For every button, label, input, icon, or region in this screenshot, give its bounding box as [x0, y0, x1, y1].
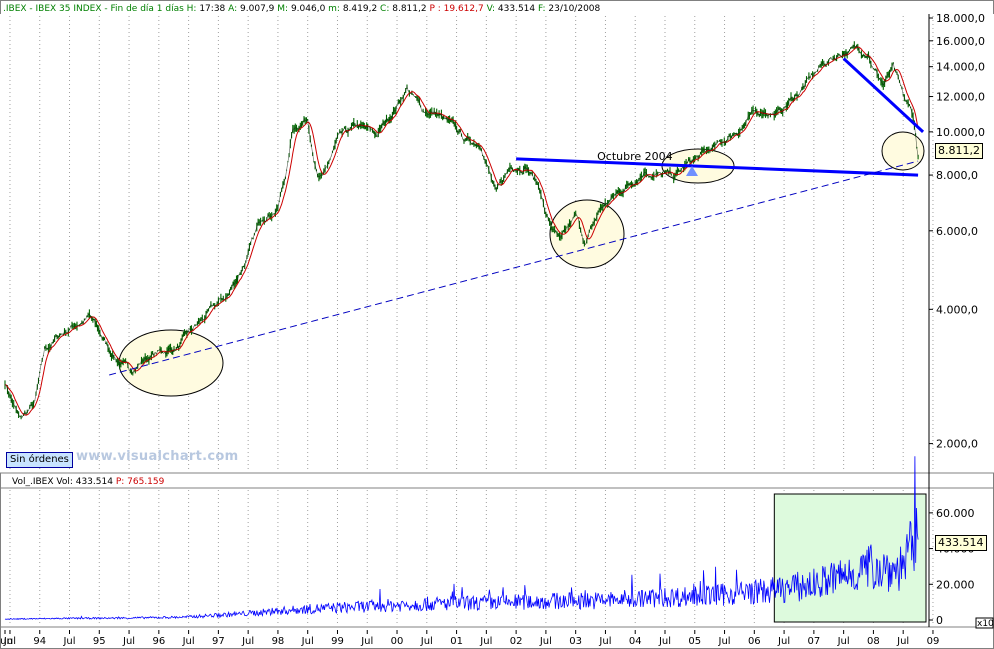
- y-tick-label: 10.000,0: [936, 126, 985, 139]
- x-tick-label: Jul: [301, 636, 314, 647]
- volume-tick-label: 0: [936, 614, 943, 627]
- x-tick-label: 02: [510, 636, 523, 647]
- annotation-ellipse: [881, 131, 925, 171]
- last-price-label: 8.811,2: [935, 143, 983, 159]
- resistance-trendline: [516, 157, 919, 177]
- volume-highlight-box: [773, 493, 927, 623]
- x-tick-label: 08: [867, 636, 880, 647]
- x-tick-label: Jul: [241, 636, 254, 647]
- y-tick-label: 4.000,0: [936, 303, 978, 316]
- volume-tick-label: 20.000: [936, 578, 975, 591]
- x-tick-label: 01: [450, 636, 463, 647]
- volume-tick-label: 60.000: [936, 507, 975, 520]
- volume-header: Vol_.IBEX Vol: 433.514 P: 765.159: [12, 477, 165, 487]
- x-tick-label: 99: [331, 636, 344, 647]
- x-tick-label: 03: [569, 636, 582, 647]
- x-tick-label: 05: [688, 636, 701, 647]
- x-tick-label: Jul: [420, 636, 433, 647]
- y-tick-label: 14.000,0: [936, 61, 985, 74]
- y-tick-label: 6.000,0: [936, 225, 978, 238]
- x-tick-label: 96: [152, 636, 165, 647]
- multiplier-box: [975, 617, 994, 629]
- x-tick-label: Jul: [777, 636, 790, 647]
- annotation-ellipse: [118, 329, 224, 397]
- x-tick-label: 07: [807, 636, 820, 647]
- annotation-ellipse: [549, 199, 625, 269]
- price-close-line: [4, 44, 919, 418]
- x-tick-label: Jul: [3, 636, 16, 647]
- watermark: www.visualchart.com: [76, 449, 239, 464]
- x-tick-label: Jul: [598, 636, 611, 647]
- x-tick-label: 09: [927, 636, 940, 647]
- chart-header: .IBEX - IBEX 35 INDEX - Fin de día 1 día…: [3, 4, 601, 14]
- x-tick-label: Jul: [837, 636, 850, 647]
- x-tick-label: Jun: [0, 636, 13, 647]
- x-tick-label: 04: [629, 636, 642, 647]
- price-panel-bg: [0, 14, 994, 473]
- y-tick-label: 2.000,0: [936, 438, 978, 451]
- x-tick-label: 95: [93, 636, 106, 647]
- y-tick-label: 12.000,0: [936, 91, 985, 104]
- annotation-octubre-2004: Octubre 2004: [597, 150, 673, 163]
- multiplier-label: x10: [977, 619, 994, 629]
- x-tick-label: 97: [212, 636, 225, 647]
- volume-line: [4, 456, 919, 620]
- support-trendline: [109, 160, 919, 376]
- x-tick-label: Jul: [122, 636, 135, 647]
- x-tick-label: 00: [391, 636, 404, 647]
- y-tick-label: 18.000,0: [936, 12, 985, 25]
- resistance-trendline: [842, 57, 925, 133]
- y-tick-label: 8.000,0: [936, 169, 978, 182]
- x-tick-label: Jul: [718, 636, 731, 647]
- x-tick-label: Jul: [182, 636, 195, 647]
- x-tick-label: 94: [33, 636, 46, 647]
- x-tick-label: 06: [748, 636, 761, 647]
- moving-average-line: [4, 46, 919, 416]
- x-tick-label: 98: [272, 636, 285, 647]
- x-tick-label: Jul: [896, 636, 909, 647]
- x-tick-label: Jul: [479, 636, 492, 647]
- last-volume-label: 433.514: [935, 535, 987, 551]
- x-tick-label: Jul: [360, 636, 373, 647]
- x-tick-label: Jul: [62, 636, 75, 647]
- x-tick-label: Jul: [539, 636, 552, 647]
- sin-ordenes-button[interactable]: Sin órdenes: [6, 452, 73, 468]
- arrow-marker-icon: [686, 166, 698, 176]
- x-tick-label: Jul: [658, 636, 671, 647]
- y-tick-label: 16.000,0: [936, 35, 985, 48]
